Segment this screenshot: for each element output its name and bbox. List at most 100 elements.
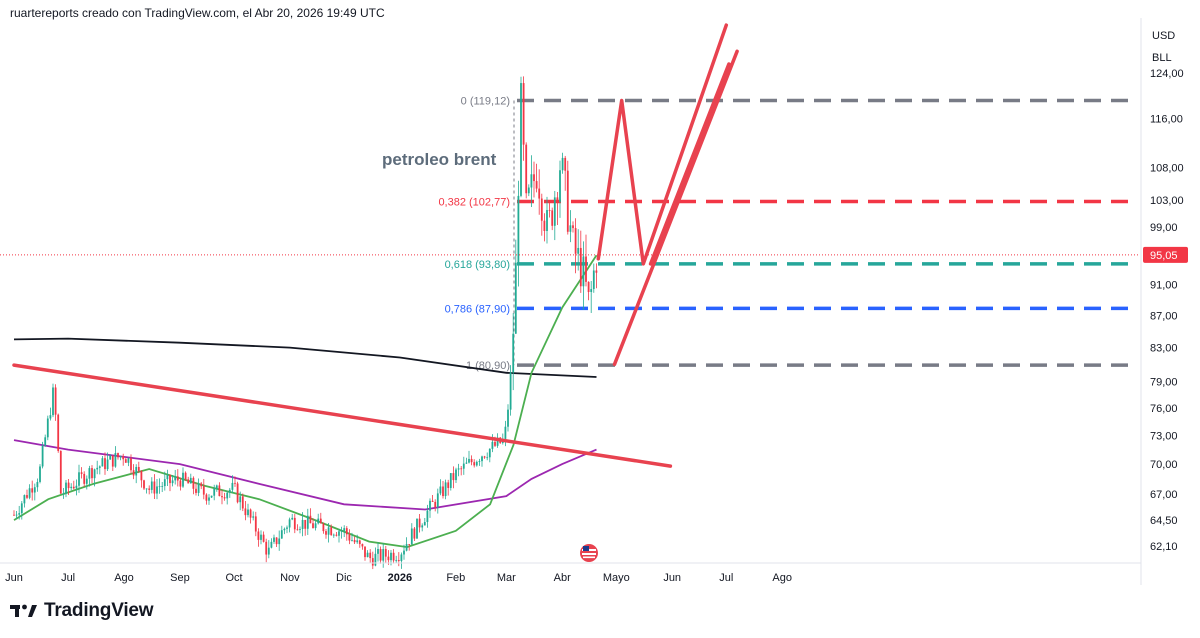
candle bbox=[54, 384, 57, 421]
fib-label-0: 0 (119,12) bbox=[461, 95, 510, 107]
candle bbox=[546, 196, 548, 244]
candle bbox=[247, 503, 249, 518]
chart-title: petroleo brent bbox=[382, 150, 497, 169]
drawn-annotations[interactable] bbox=[12, 23, 739, 468]
candle bbox=[436, 488, 439, 514]
candle bbox=[278, 530, 281, 551]
candle bbox=[301, 512, 304, 537]
candle bbox=[304, 519, 307, 536]
candle bbox=[236, 481, 239, 504]
candle bbox=[210, 495, 213, 498]
candle bbox=[551, 207, 554, 231]
candle bbox=[62, 487, 65, 499]
candle bbox=[572, 221, 574, 233]
candle bbox=[111, 455, 114, 472]
candle bbox=[28, 484, 31, 500]
candle bbox=[429, 498, 431, 518]
candle bbox=[514, 239, 517, 334]
us-flag-icon[interactable] bbox=[580, 544, 598, 562]
tradingview-brand[interactable]: TradingView bbox=[10, 600, 154, 622]
candle bbox=[330, 524, 333, 536]
projection-channel-lower[interactable] bbox=[612, 49, 739, 367]
candle bbox=[595, 263, 598, 289]
descending-trendline[interactable] bbox=[12, 363, 673, 468]
candle bbox=[96, 460, 99, 475]
candle bbox=[452, 466, 455, 489]
time-tick-3: Sep bbox=[170, 572, 190, 584]
candle bbox=[52, 383, 54, 418]
candle bbox=[286, 525, 288, 534]
candle bbox=[223, 492, 226, 501]
time-tick-0: Jun bbox=[5, 572, 23, 584]
candle bbox=[371, 551, 374, 570]
tradingview-logo-text: TradingView bbox=[44, 600, 154, 621]
candle bbox=[254, 511, 257, 537]
candle bbox=[273, 534, 275, 544]
price-tick-14: 62,10 bbox=[1150, 541, 1178, 553]
candle bbox=[460, 465, 463, 476]
candle bbox=[244, 500, 247, 521]
candle bbox=[169, 474, 171, 492]
candle bbox=[439, 479, 442, 496]
projection-channel-upper[interactable] bbox=[648, 62, 731, 266]
candle bbox=[569, 210, 572, 243]
candle bbox=[522, 76, 525, 161]
candle bbox=[200, 481, 203, 490]
candle bbox=[59, 450, 62, 494]
fib-label-1: 0,382 (102,77) bbox=[438, 196, 510, 208]
candle bbox=[358, 539, 361, 548]
candle bbox=[377, 542, 379, 562]
candle bbox=[143, 479, 145, 491]
candle bbox=[361, 543, 364, 550]
candle bbox=[234, 476, 236, 487]
candle bbox=[239, 491, 242, 511]
candle bbox=[101, 456, 104, 467]
candle bbox=[400, 552, 403, 569]
candle bbox=[26, 489, 28, 500]
candle bbox=[577, 229, 580, 271]
candle bbox=[75, 479, 78, 496]
candle bbox=[434, 499, 437, 512]
candle bbox=[470, 455, 473, 466]
time-axis[interactable]: Jun Jul Ago Sep Oct Nov Dic 2026 Feb Mar Abr Mayo Ju… bbox=[5, 572, 792, 584]
candle bbox=[122, 453, 125, 466]
candle bbox=[538, 169, 541, 215]
candle bbox=[325, 529, 327, 539]
candle bbox=[387, 550, 390, 565]
time-tick-8: Feb bbox=[446, 572, 465, 584]
candle bbox=[540, 193, 543, 236]
candle bbox=[442, 481, 444, 499]
price-tick-12: 67,00 bbox=[1150, 489, 1178, 501]
candle bbox=[366, 550, 369, 558]
candle bbox=[192, 476, 195, 495]
projection-zigzag[interactable] bbox=[596, 23, 729, 266]
price-tick-3: 103,00 bbox=[1150, 195, 1184, 207]
candle bbox=[382, 543, 385, 568]
candle bbox=[208, 494, 210, 505]
candle bbox=[39, 464, 41, 484]
candle bbox=[345, 526, 348, 541]
candle bbox=[413, 527, 416, 542]
candle bbox=[265, 538, 268, 563]
candle bbox=[130, 454, 132, 474]
candle bbox=[353, 536, 356, 545]
candle bbox=[195, 482, 197, 496]
candle bbox=[104, 452, 106, 475]
candle bbox=[127, 457, 130, 467]
candle bbox=[283, 527, 286, 535]
candle bbox=[579, 230, 582, 293]
candle bbox=[166, 469, 169, 486]
candle bbox=[447, 479, 450, 496]
candle bbox=[343, 525, 346, 538]
candle bbox=[520, 76, 522, 198]
candle bbox=[559, 160, 561, 218]
candle bbox=[171, 475, 174, 487]
candle bbox=[530, 155, 533, 207]
price-tick-13: 64,50 bbox=[1150, 515, 1178, 527]
price-tick-5: 91,00 bbox=[1150, 280, 1178, 292]
price-axis[interactable]: 124,00 116,00 108,00 103,00 99,00 91,00 87,00 8… bbox=[1150, 68, 1184, 553]
candle bbox=[106, 452, 109, 471]
candle bbox=[533, 161, 535, 198]
candle bbox=[351, 532, 353, 542]
